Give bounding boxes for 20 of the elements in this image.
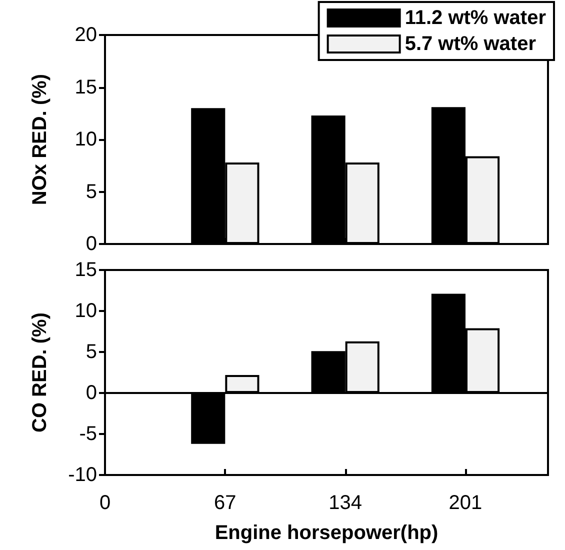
- y-tick-label: 5: [86, 180, 97, 203]
- x-tick-label: 0: [99, 492, 111, 514]
- x-tick-label: 134: [328, 492, 362, 514]
- y-tick-label: 5: [86, 341, 97, 363]
- legend-label: 5.7 wt% water: [404, 33, 536, 55]
- y-tick-label: 20: [74, 24, 97, 46]
- y-axis-title: NOx RED. (%): [29, 74, 51, 206]
- y-tick-label: -5: [79, 423, 97, 445]
- x-tick-label: 67: [214, 492, 236, 514]
- x-tick-label: 201: [448, 492, 482, 514]
- y-tick-label: 0: [86, 233, 97, 255]
- y-axis-title: CO RED. (%): [29, 312, 51, 432]
- y-tick-label: 10: [74, 128, 97, 150]
- legend-label: 11.2 wt% water: [404, 7, 546, 29]
- y-tick-label: 0: [86, 382, 97, 404]
- x-axis-title: Engine horsepower(hp): [214, 522, 438, 544]
- y-tick-label: 15: [74, 259, 97, 281]
- y-tick-label: 15: [74, 76, 97, 98]
- y-tick-label: -10: [68, 464, 97, 486]
- y-tick-label: 10: [74, 300, 97, 322]
